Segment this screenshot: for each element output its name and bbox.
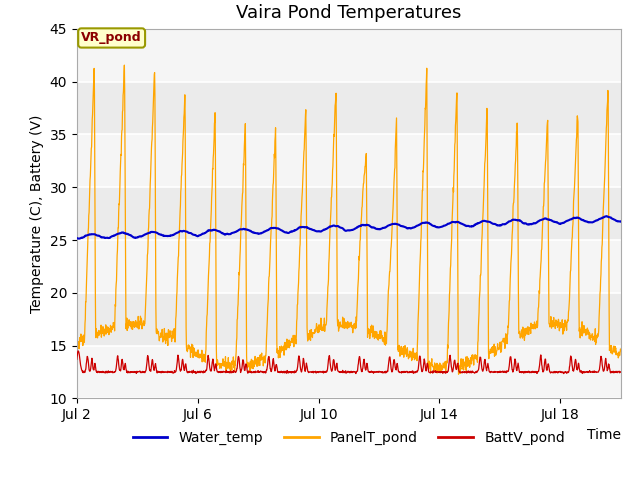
Bar: [77, 187, 621, 240]
Bar: [77, 346, 621, 398]
Bar: [77, 134, 621, 187]
Title: Vaira Pond Temperatures: Vaira Pond Temperatures: [236, 4, 461, 22]
Legend: Water_temp, PanelT_pond, BattV_pond: Water_temp, PanelT_pond, BattV_pond: [127, 425, 571, 451]
Text: VR_pond: VR_pond: [81, 32, 142, 45]
Bar: [77, 293, 621, 346]
Y-axis label: Temperature (C), Battery (V): Temperature (C), Battery (V): [30, 114, 44, 313]
X-axis label: Time: Time: [587, 428, 621, 442]
Bar: [77, 240, 621, 293]
Bar: [77, 29, 621, 82]
Bar: [77, 82, 621, 134]
